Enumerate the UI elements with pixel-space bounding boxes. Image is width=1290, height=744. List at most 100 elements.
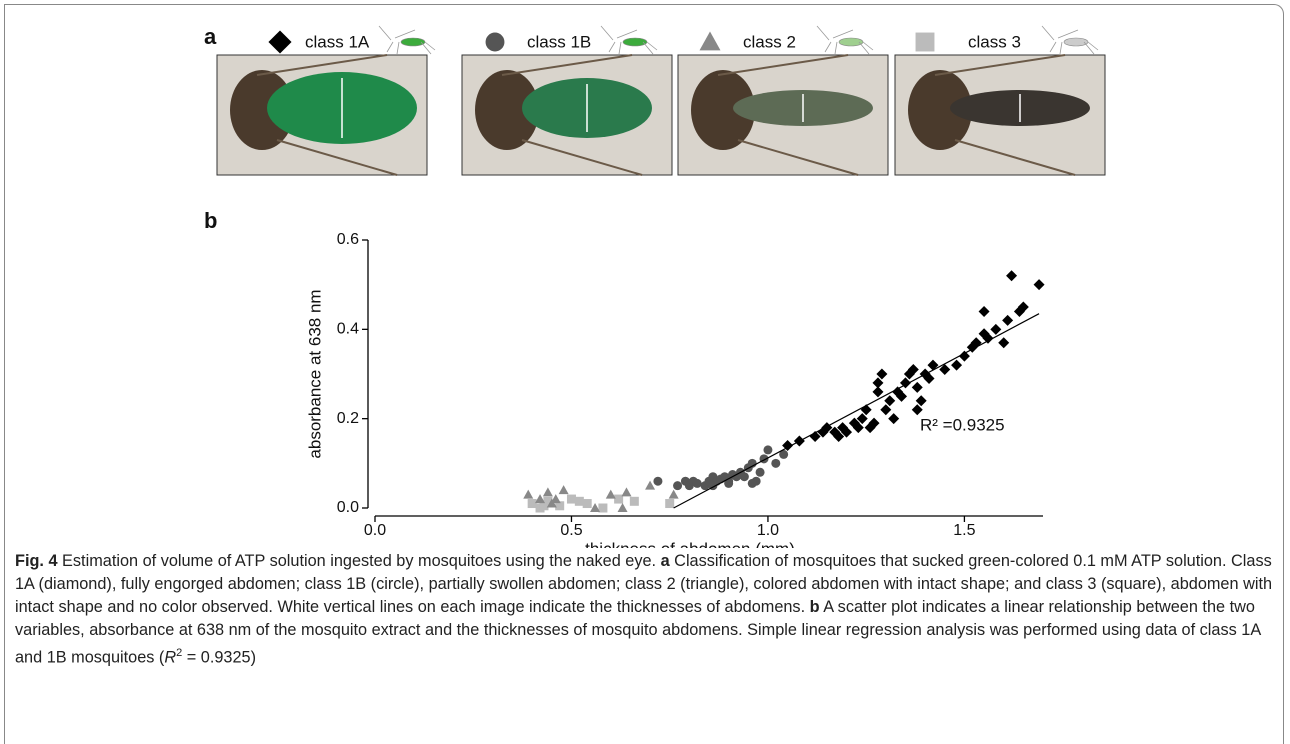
- marker-diamond: [990, 323, 1002, 335]
- marker-triangle: [550, 494, 561, 504]
- caption-text: Classification of mosquitoes that sucked…: [15, 552, 1273, 616]
- icon-leg: [816, 25, 830, 41]
- figure: a b class 1A class 1B class 2 class 3 0.0 0.2…: [204, 24, 1106, 548]
- marker-diamond: [1006, 270, 1018, 282]
- marker-diamond: [876, 368, 888, 380]
- marker-square: [582, 499, 592, 509]
- legend-label: class 2: [743, 32, 796, 51]
- panel-label: a: [204, 24, 217, 49]
- photo-thorax: [691, 70, 755, 150]
- icon-leg: [386, 41, 394, 53]
- x-tick-label: 1.0: [757, 522, 779, 539]
- y-tick-label: 0.6: [337, 231, 359, 248]
- marker-diamond: [1002, 314, 1014, 326]
- marker-diamond: [880, 404, 892, 416]
- caption-symbol: R: [164, 648, 177, 667]
- caption-sup: 2: [176, 647, 183, 659]
- marker-circle: [771, 458, 781, 468]
- marker-square: [629, 496, 639, 506]
- photo-leg: [934, 54, 1066, 76]
- marker-circle: [692, 478, 702, 488]
- photo-leg: [501, 54, 633, 76]
- y-tick-label: 0.4: [337, 321, 359, 338]
- marker-diamond: [1017, 301, 1029, 313]
- icon-leg: [600, 25, 614, 41]
- marker-circle: [673, 481, 683, 491]
- icon-leg: [424, 41, 436, 51]
- icon-leg: [608, 41, 616, 53]
- caption-text: A scatter plot indicates a linear relati…: [15, 598, 1261, 667]
- x-axis-label: thickness of abdomen (mm): [585, 539, 795, 548]
- x-tick-label: 0.0: [364, 522, 386, 539]
- y-tick-label: 0.0: [337, 499, 359, 516]
- icon-leg: [616, 29, 638, 39]
- icon-leg: [1083, 41, 1095, 55]
- marker-diamond: [1013, 305, 1025, 317]
- icon-leg: [1059, 41, 1063, 55]
- y-tick-label: 0.2: [337, 410, 359, 427]
- mosquito-icon: [378, 25, 436, 55]
- mosquito-icon: [600, 25, 658, 55]
- marker-square: [566, 494, 576, 504]
- icon-leg: [1049, 41, 1057, 53]
- marker-circle: [485, 32, 505, 52]
- marker-triangle: [617, 503, 628, 512]
- x-tick-label: 0.5: [560, 522, 582, 539]
- x-tick-label: 1.5: [953, 522, 975, 539]
- legend-label: class 1A: [305, 32, 370, 51]
- icon-leg: [1057, 29, 1079, 39]
- icon-leg: [1087, 41, 1099, 51]
- legend-label: class 3: [968, 32, 1021, 51]
- photo-leg: [737, 139, 859, 176]
- icon-leg: [618, 41, 622, 55]
- caption-label: Fig. 4: [15, 552, 58, 570]
- mosquito-icon: [1041, 25, 1099, 55]
- annotation: R² =0.9325: [920, 415, 1005, 434]
- icon-leg: [646, 41, 658, 51]
- marker-diamond: [872, 386, 884, 398]
- photo-leg: [256, 54, 388, 76]
- figure-frame: [4, 4, 1284, 744]
- marker-square: [574, 496, 584, 506]
- photo-row: [216, 54, 1106, 176]
- icon-leg: [824, 41, 832, 53]
- icon-leg: [834, 41, 838, 55]
- marker-triangle: [621, 487, 632, 497]
- icon-leg: [858, 41, 870, 55]
- marker-triangle: [699, 31, 721, 51]
- caption-text: Estimation of volume of ATP solution ing…: [57, 552, 661, 570]
- marker-triangle: [542, 487, 553, 497]
- icon-leg: [1041, 25, 1055, 41]
- marker-diamond: [907, 364, 919, 376]
- marker-triangle: [546, 498, 557, 508]
- marker-diamond: [841, 426, 853, 438]
- marker-circle: [763, 445, 773, 455]
- marker-diamond: [951, 359, 963, 371]
- legend-label: class 1B: [527, 32, 591, 51]
- photo-leg: [521, 139, 643, 176]
- icon-leg: [832, 29, 854, 39]
- marker-diamond: [888, 413, 900, 425]
- marker-diamond: [872, 377, 884, 389]
- icon-leg: [862, 41, 874, 51]
- marker-diamond: [896, 390, 908, 402]
- marker-diamond: [911, 381, 923, 393]
- marker-square: [598, 503, 608, 513]
- marker-diamond: [978, 305, 990, 317]
- caption-panel: a: [660, 552, 670, 570]
- marker-square: [665, 499, 675, 509]
- marker-diamond: [1033, 279, 1045, 291]
- marker-diamond: [268, 30, 292, 54]
- panel-label: b: [204, 208, 217, 233]
- icon-leg: [642, 41, 654, 55]
- marker-square: [527, 499, 537, 509]
- marker-triangle: [668, 489, 679, 499]
- marker-diamond: [833, 431, 845, 443]
- marker-diamond: [915, 395, 927, 407]
- marker-diamond: [982, 332, 994, 344]
- marker-circle: [755, 467, 765, 477]
- photo-leg: [954, 139, 1076, 176]
- marker-diamond: [958, 350, 970, 362]
- marker-triangle: [605, 489, 616, 499]
